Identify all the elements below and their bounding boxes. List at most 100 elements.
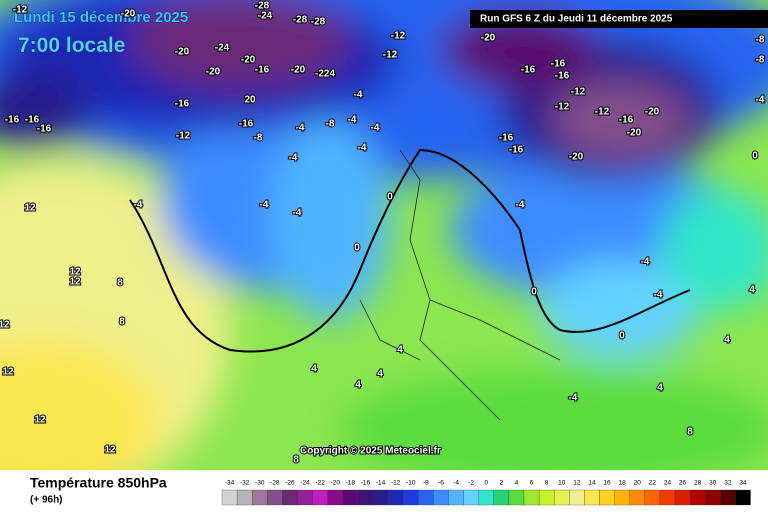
- date-label: Lundi 15 décembre 2025: [14, 9, 188, 26]
- legend-swatch: [282, 489, 298, 506]
- legend-swatch: [689, 489, 706, 506]
- legend-swatch: [720, 489, 736, 506]
- isotherm-label: -4: [641, 257, 650, 268]
- isotherm-label: 0: [354, 243, 360, 254]
- isotherm-label: -20: [241, 55, 256, 66]
- isotherm-label: -12: [555, 102, 570, 113]
- legend-swatch: [267, 489, 283, 506]
- isotherm-label: -12: [176, 131, 191, 142]
- isotherm-label: -16: [255, 65, 270, 76]
- isotherm-label: -16: [619, 115, 634, 126]
- legend-label: -24: [300, 480, 310, 487]
- isotherm-label: -12: [391, 31, 406, 42]
- legend-swatch: [433, 489, 449, 506]
- isotherm-label: -20: [121, 9, 136, 20]
- isotherm-label: -20: [481, 33, 496, 44]
- legend-label: 34: [739, 480, 747, 487]
- isotherm-label: -4: [371, 123, 380, 134]
- isotherm-label: 12: [2, 367, 14, 378]
- isotherm-label: -16: [555, 71, 570, 82]
- legend-swatch: [357, 489, 374, 506]
- run-label: Run GFS 6 Z du Jeudi 11 décembre 2025: [480, 14, 673, 25]
- isotherm-label: -20: [645, 107, 660, 118]
- legend-label: 2: [500, 480, 504, 487]
- legend-label: -30: [255, 480, 265, 487]
- legend-label: 24: [664, 480, 672, 487]
- legend-label: -18: [346, 480, 356, 487]
- temperature-field: [0, 0, 768, 470]
- legend-swatch: [221, 489, 238, 506]
- isotherm-label: -16: [25, 115, 40, 126]
- isotherm-label: -16: [37, 124, 52, 135]
- isotherm-label: -20: [175, 47, 190, 58]
- isotherm-label: 4: [724, 335, 730, 346]
- legend-swatch: [523, 489, 540, 506]
- run-box: [470, 10, 768, 28]
- isotherm-label: -4: [516, 200, 525, 211]
- isotherm-label: -20: [627, 128, 642, 139]
- isotherm-label: -4: [296, 123, 305, 134]
- legend-swatch: [387, 489, 404, 506]
- isotherm-label: -16: [499, 133, 514, 144]
- legend-label: -8: [423, 480, 429, 487]
- isotherm-label: -16: [175, 99, 190, 110]
- legend-label: -26: [285, 480, 295, 487]
- isotherm-label: 4: [397, 345, 403, 356]
- isotherm-label: -16: [239, 119, 254, 130]
- legend-label: -12: [391, 480, 401, 487]
- footer-title: Température 850hPa: [30, 475, 167, 491]
- legend-label: -20: [331, 480, 341, 487]
- isotherm-label: -12: [571, 87, 586, 98]
- isotherm-label: -16: [509, 145, 524, 156]
- legend-label: -34: [225, 480, 235, 487]
- legend-swatch: [554, 489, 570, 506]
- legend-label: 10: [558, 480, 566, 487]
- isotherm-label: -24: [215, 43, 230, 54]
- legend-swatch: [674, 489, 691, 506]
- isotherm-label: 0: [387, 192, 393, 203]
- legend-swatch: [735, 489, 751, 506]
- legend-label: 22: [649, 480, 657, 487]
- legend-label: 4: [515, 480, 519, 487]
- isotherm-label: -4: [289, 153, 298, 164]
- legend-label: 8: [545, 480, 549, 487]
- legend-swatch: [403, 489, 419, 506]
- isotherm-label: 12: [69, 267, 81, 278]
- legend-label: 30: [709, 480, 717, 487]
- isotherm-label: 20: [244, 95, 256, 106]
- isotherm-label: -4: [354, 90, 363, 101]
- isotherm-label: 12: [34, 415, 46, 426]
- legend-label: 0: [484, 480, 488, 487]
- isotherm-label: -8: [756, 35, 765, 46]
- isotherm-label: 8: [687, 427, 693, 438]
- legend-label: -14: [376, 480, 386, 487]
- legend-label: 6: [530, 480, 534, 487]
- isotherm-label: 4: [311, 364, 317, 375]
- legend-swatch: [644, 489, 661, 506]
- legend-label: -28: [270, 480, 280, 487]
- isotherm-labels: -12 -20-28-24 -28 -28-12-20 -24-20-20-16 -20-…: [0, 0, 766, 467]
- isotherm-label: -28: [311, 17, 326, 28]
- isotherm-label: -28: [255, 1, 270, 12]
- footer-lead: (+ 96h): [30, 495, 63, 506]
- isotherm-label: 4: [377, 369, 383, 380]
- isotherm-label: -28: [293, 15, 308, 26]
- legend-swatch: [538, 489, 555, 506]
- copyright: Copyright © 2025 Meteociel.fr: [300, 446, 441, 457]
- legend-swatch: [252, 489, 268, 506]
- isotherm-label: -16: [521, 65, 536, 76]
- isotherm-label: -12: [595, 107, 610, 118]
- legend-swatch: [705, 489, 721, 506]
- isotherm-label: 12: [0, 320, 10, 331]
- legend-label: -22: [315, 480, 325, 487]
- legend-swatch: [493, 489, 510, 506]
- isotherm-label: -12: [383, 50, 398, 61]
- legend-label: 14: [588, 480, 596, 487]
- isotherm-label: -20: [569, 152, 584, 163]
- legend-label: 28: [694, 480, 702, 487]
- isotherm-label: -12: [13, 5, 28, 16]
- legend-label: -32: [240, 480, 250, 487]
- legend-label: -4: [453, 480, 459, 487]
- isotherm-label: -20: [291, 65, 306, 76]
